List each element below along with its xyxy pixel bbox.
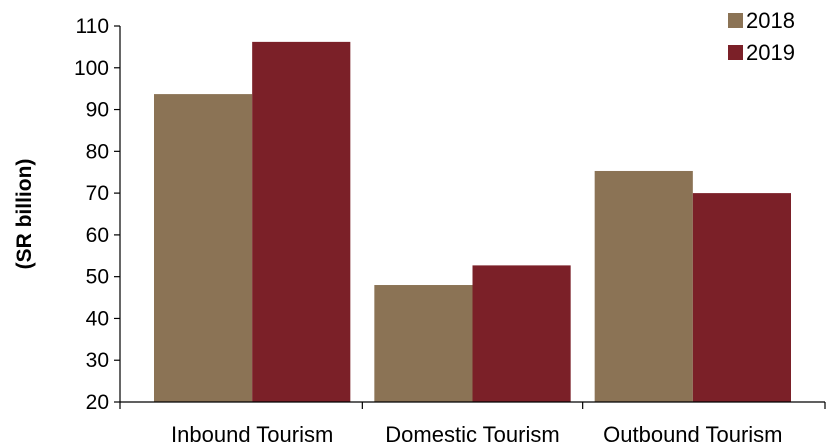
legend-label-2019: 2019 bbox=[746, 40, 795, 65]
legend: 2018 2019 bbox=[728, 8, 795, 65]
y-tick-label: 30 bbox=[86, 349, 109, 372]
bar-2019-inbound-tourism bbox=[252, 41, 351, 403]
bar-2018-inbound-tourism bbox=[154, 94, 253, 402]
y-tick-label: 80 bbox=[86, 140, 109, 163]
x-category-label: Domestic Tourism bbox=[385, 422, 559, 445]
bar-2019-outbound-tourism bbox=[692, 193, 791, 402]
x-category-label: Inbound Tourism bbox=[171, 422, 333, 445]
y-tick-label: 40 bbox=[86, 307, 109, 330]
legend-swatch-2018 bbox=[728, 13, 743, 28]
y-axis-ticks: 20 30 40 50 60 70 80 90 100 110 bbox=[74, 15, 120, 414]
bar-2018-outbound-tourism bbox=[594, 170, 693, 402]
y-tick-label: 110 bbox=[76, 15, 109, 38]
bar-2019-domestic-tourism bbox=[472, 265, 571, 402]
y-tick-label: 70 bbox=[86, 182, 109, 205]
y-tick-label: 90 bbox=[86, 99, 109, 122]
y-axis-label: (SR billion) bbox=[13, 159, 36, 270]
bars bbox=[154, 41, 791, 403]
bar-2018-domestic-tourism bbox=[374, 285, 473, 402]
y-tick-label: 100 bbox=[74, 57, 109, 80]
y-tick-label: 60 bbox=[86, 224, 109, 247]
y-tick-label: 20 bbox=[86, 391, 109, 414]
legend-label-2018: 2018 bbox=[746, 8, 795, 33]
x-category-label: Outbound Tourism bbox=[603, 422, 782, 445]
y-tick-label: 50 bbox=[86, 266, 109, 289]
legend-swatch-2019 bbox=[728, 45, 743, 60]
x-axis-ticks: Inbound Tourism Domestic Tourism Outbound … bbox=[119, 402, 826, 445]
